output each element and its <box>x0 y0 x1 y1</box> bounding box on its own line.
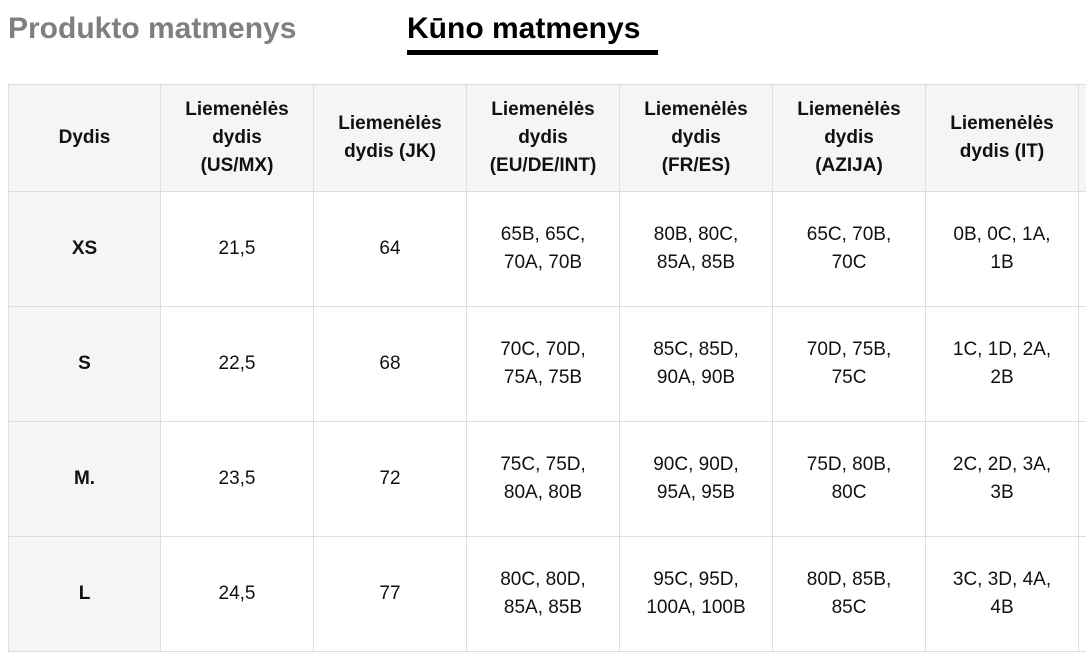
table-cell: 1C, 1D, 2A, 2B <box>925 306 1079 422</box>
tab-product-dimensions[interactable]: Produkto matmenys <box>8 12 297 45</box>
table-cell: 64 <box>313 191 467 307</box>
table-cell: 70D, 75B, 75C <box>772 306 926 422</box>
overflow-cell <box>1078 536 1086 652</box>
tab-body-dimensions[interactable]: Kūno matmenys <box>407 12 641 45</box>
table-cell: 23,5 <box>160 421 314 537</box>
size-cell: S <box>8 306 161 422</box>
table-row: S 22,5 68 70C, 70D, 75A, 75B 85C, 85D, 9… <box>8 306 1086 422</box>
header-size: Dydis <box>8 84 161 192</box>
tab-bar: Produkto matmenys Kūno matmenys <box>8 0 1086 84</box>
header-overflow <box>1078 84 1086 192</box>
table-cell: 75C, 75D, 80A, 80B <box>466 421 620 537</box>
table-cell: 24,5 <box>160 536 314 652</box>
table-cell: 80B, 80C, 85A, 85B <box>619 191 773 307</box>
table-cell: 21,5 <box>160 191 314 307</box>
size-table: Dydis Liemenėlės dydis (US/MX) Liemenėlė… <box>8 84 1086 652</box>
table-cell: 72 <box>313 421 467 537</box>
size-cell: M. <box>8 421 161 537</box>
table-cell: 65C, 70B, 70C <box>772 191 926 307</box>
table-cell: 0B, 0C, 1A, 1B <box>925 191 1079 307</box>
table-cell: 90C, 90D, 95A, 95B <box>619 421 773 537</box>
table-cell: 65B, 65C, 70A, 70B <box>466 191 620 307</box>
overflow-cell <box>1078 191 1086 307</box>
table-cell: 68 <box>313 306 467 422</box>
header-bra-asia: Liemenėlės dydis (AZIJA) <box>772 84 926 192</box>
table-cell: 77 <box>313 536 467 652</box>
table-row: M. 23,5 72 75C, 75D, 80A, 80B 90C, 90D, … <box>8 421 1086 537</box>
overflow-cell <box>1078 421 1086 537</box>
header-bra-uk: Liemenėlės dydis (JK) <box>313 84 467 192</box>
header-bra-us-mx: Liemenėlės dydis (US/MX) <box>160 84 314 192</box>
size-table-container[interactable]: Dydis Liemenėlės dydis (US/MX) Liemenėlė… <box>8 84 1086 660</box>
table-cell: 80C, 80D, 85A, 85B <box>466 536 620 652</box>
overflow-cell <box>1078 306 1086 422</box>
header-bra-eu-de-int: Liemenėlės dydis (EU/DE/INT) <box>466 84 620 192</box>
size-cell: L <box>8 536 161 652</box>
active-tab-underline <box>407 50 658 55</box>
table-cell: 95C, 95D, 100A, 100B <box>619 536 773 652</box>
table-cell: 2C, 2D, 3A, 3B <box>925 421 1079 537</box>
table-cell: 70C, 70D, 75A, 75B <box>466 306 620 422</box>
table-row: L 24,5 77 80C, 80D, 85A, 85B 95C, 95D, 1… <box>8 536 1086 652</box>
header-bra-fr-es: Liemenėlės dydis (FR/ES) <box>619 84 773 192</box>
table-cell: 80D, 85B, 85C <box>772 536 926 652</box>
table-cell: 85C, 85D, 90A, 90B <box>619 306 773 422</box>
table-cell: 22,5 <box>160 306 314 422</box>
table-row: XS 21,5 64 65B, 65C, 70A, 70B 80B, 80C, … <box>8 191 1086 307</box>
header-bra-it: Liemenėlės dydis (IT) <box>925 84 1079 192</box>
size-cell: XS <box>8 191 161 307</box>
table-cell: 3C, 3D, 4A, 4B <box>925 536 1079 652</box>
table-cell: 75D, 80B, 80C <box>772 421 926 537</box>
table-header-row: Dydis Liemenėlės dydis (US/MX) Liemenėlė… <box>8 84 1086 192</box>
